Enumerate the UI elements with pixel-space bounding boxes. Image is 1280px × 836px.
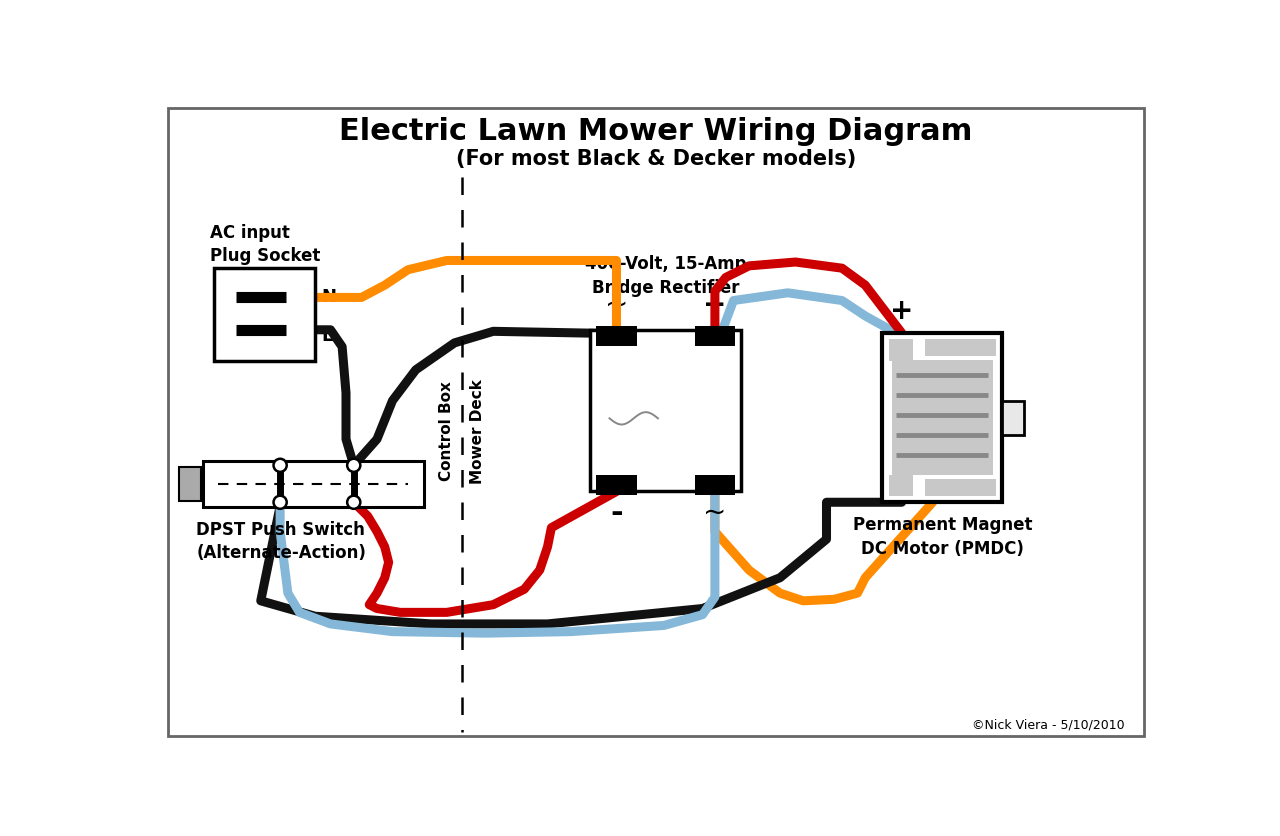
Circle shape <box>347 459 361 472</box>
Text: ~: ~ <box>703 499 727 527</box>
Text: DPST Push Switch
(Alternate-Action): DPST Push Switch (Alternate-Action) <box>196 521 366 563</box>
Circle shape <box>347 496 361 509</box>
Text: N: N <box>321 288 337 307</box>
FancyBboxPatch shape <box>925 479 996 496</box>
Text: Mower Deck: Mower Deck <box>470 379 485 484</box>
FancyBboxPatch shape <box>596 476 636 495</box>
FancyBboxPatch shape <box>202 461 424 507</box>
Text: -: - <box>611 498 623 528</box>
Text: Control Box: Control Box <box>439 381 454 482</box>
FancyBboxPatch shape <box>888 339 914 360</box>
Text: +: + <box>703 291 727 319</box>
Text: 400-Volt, 15-Amp
Bridge Rectifier: 400-Volt, 15-Amp Bridge Rectifier <box>585 255 746 297</box>
Text: ~: ~ <box>604 291 628 319</box>
FancyBboxPatch shape <box>892 359 993 476</box>
FancyBboxPatch shape <box>168 108 1144 737</box>
Text: ©Nick Viera - 5/10/2010: ©Nick Viera - 5/10/2010 <box>973 719 1125 732</box>
Text: Electric Lawn Mower Wiring Diagram: Electric Lawn Mower Wiring Diagram <box>339 116 973 145</box>
FancyBboxPatch shape <box>179 466 201 501</box>
Text: L: L <box>321 327 333 345</box>
FancyBboxPatch shape <box>596 326 636 346</box>
FancyBboxPatch shape <box>925 339 996 356</box>
FancyBboxPatch shape <box>882 333 1002 502</box>
FancyBboxPatch shape <box>888 475 914 496</box>
Text: AC input
Plug Socket: AC input Plug Socket <box>210 223 321 265</box>
FancyBboxPatch shape <box>695 326 735 346</box>
FancyBboxPatch shape <box>695 476 735 495</box>
Text: +: + <box>890 298 914 325</box>
FancyBboxPatch shape <box>1002 400 1024 435</box>
Text: (For most Black & Decker models): (For most Black & Decker models) <box>456 149 856 169</box>
Circle shape <box>274 496 287 509</box>
FancyBboxPatch shape <box>590 329 741 492</box>
FancyBboxPatch shape <box>214 268 315 360</box>
Text: Permanent Magnet
DC Motor (PMDC): Permanent Magnet DC Motor (PMDC) <box>852 516 1032 558</box>
Circle shape <box>274 459 287 472</box>
